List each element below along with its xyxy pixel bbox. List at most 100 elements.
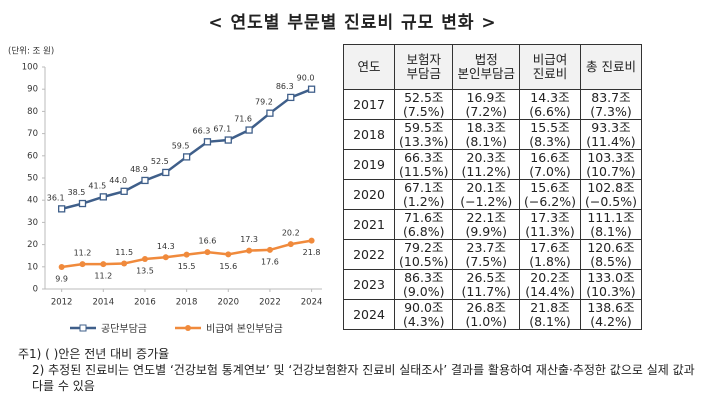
cell-text: (−0.5%) — [584, 193, 637, 209]
data-label: 36.1 — [47, 193, 65, 202]
year-cell: 2020 — [343, 179, 395, 210]
marker — [183, 251, 190, 258]
value-cell: 14.3조 (6.6%) — [518, 89, 581, 120]
cell-text: (−1.2%) — [460, 193, 513, 209]
cell-text: (11.3%) — [525, 223, 575, 239]
data-label: 11.2 — [94, 272, 112, 281]
cell-text: (1.0%) — [465, 313, 507, 329]
data-label: 38.5 — [68, 188, 86, 197]
legend-marker — [185, 325, 191, 331]
table-row: 2021 71.6조 (6.8%) 22.1조 (9.9%) 17.3조 (11.3%) 11… — [343, 209, 642, 240]
header-text: 본인부담금 — [457, 66, 515, 81]
x-tick-label: 2012 — [51, 298, 73, 308]
value-cell: 59.5조 (13.3%) — [393, 119, 454, 150]
y-tick-label: 50 — [27, 174, 38, 184]
value-cell: 133.0조 (10.3%) — [579, 269, 642, 300]
table-row: 2020 67.1조 (1.2%) 20.1조 (−1.2%) 15.6조 (−6.2%) 1… — [343, 179, 642, 210]
y-axis-title: (단위: 조 원) — [8, 46, 54, 57]
marker — [308, 237, 315, 244]
value-cell: 16.6조 (7.0%) — [518, 149, 581, 180]
cell-text: 26.8조 — [466, 299, 506, 315]
note: 2) 추정된 진료비는 연도별 ‘건강보험 통계연보’ 및 ‘건강보험환자 진료… — [32, 363, 695, 393]
value-cell: 120.6조 (8.5%) — [579, 239, 642, 270]
marker — [246, 247, 253, 254]
cell-text: 103.3조 — [587, 149, 635, 165]
marker — [287, 241, 294, 248]
y-tick-label: 70 — [27, 129, 38, 139]
y-tick-label: 40 — [27, 196, 38, 206]
cell-text: (8.1%) — [590, 223, 632, 239]
cell-text: 71.6조 — [404, 209, 444, 225]
data-label: 15.6 — [219, 262, 237, 271]
marker — [162, 168, 170, 177]
marker — [307, 85, 316, 93]
table-row: 2018 59.5조 (13.3%) 18.3조 (8.1%) 15.5조 (8.3%) 93… — [343, 119, 642, 150]
data-label: 11.2 — [74, 249, 92, 258]
header-row: 연도 보험자 부담금 법정 본인부담금 비급여 진료비 총 진료비 — [343, 44, 642, 90]
cell-text: (13.3%) — [399, 133, 449, 149]
x-tick-label: 2016 — [134, 298, 156, 308]
y-tick-label: 30 — [27, 218, 38, 228]
title: < 연도별 부문별 진료비 규모 변화 > — [208, 13, 497, 33]
marker — [225, 251, 232, 258]
header-cell: 연도 — [343, 44, 395, 90]
x-tick-label: 2022 — [259, 298, 281, 308]
data-label: 16.6 — [199, 237, 217, 246]
data-label: 17.3 — [240, 235, 258, 244]
year-cell: 2018 — [343, 119, 395, 150]
cell-text: 18.3조 — [466, 119, 506, 135]
value-cell: 20.1조 (−1.2%) — [452, 179, 520, 210]
cell-text: 17.6조 — [530, 239, 570, 255]
marker — [58, 264, 65, 271]
cell-text: 66.3조 — [404, 149, 444, 165]
header-cell: 보험자 부담금 — [393, 44, 454, 90]
header-text: 연도 — [357, 59, 381, 74]
y-tick-label: 0 — [33, 285, 38, 295]
table-row: 2024 90.0조 (4.3%) 26.8조 (1.0%) 21.8조 (8.1%) 138… — [343, 299, 642, 330]
value-cell: 15.5조 (8.3%) — [518, 119, 581, 150]
legend-label: 공단부담금 — [101, 323, 147, 335]
marker — [266, 109, 274, 117]
data-label: 11.5 — [115, 248, 133, 257]
value-cell: 15.6조 (−6.2%) — [518, 179, 581, 210]
cell-text: (6.6%) — [529, 103, 571, 119]
data-label: 52.5 — [151, 157, 169, 166]
value-cell: 111.1조 (8.1%) — [579, 209, 642, 240]
cell-text: (11.2%) — [461, 163, 511, 179]
cell-text: 20.2조 — [530, 269, 570, 285]
marker — [120, 187, 128, 195]
data-label: 66.3 — [193, 126, 211, 135]
cell-text: 22.1조 — [466, 209, 506, 225]
marker — [287, 93, 295, 102]
data-label: 86.3 — [276, 82, 294, 91]
value-cell: 79.2조 (10.5%) — [393, 239, 454, 270]
cell-text: (10.7%) — [586, 163, 636, 179]
value-cell: 90.0조 (4.3%) — [393, 299, 454, 330]
cell-text: 14.3조 — [530, 89, 570, 105]
header-cell: 법정 본인부담금 — [452, 44, 520, 90]
cell-text: 59.5조 — [404, 119, 444, 135]
cell-text: (4.3%) — [402, 313, 445, 329]
cell-text: 52.5조 — [404, 89, 444, 105]
y-tick-label: 60 — [27, 151, 38, 161]
marker — [162, 254, 169, 261]
cell-text: (7.5%) — [402, 103, 445, 119]
data-label: 79.2 — [255, 98, 273, 107]
cell-text: (8.1%) — [465, 133, 507, 149]
value-cell: 93.3조 (11.4%) — [579, 119, 642, 150]
cell-text: 93.3조 — [591, 119, 631, 135]
cell-text: 90.0조 — [404, 299, 444, 315]
cell-text: (9.0%) — [402, 283, 445, 299]
cell-text: (6.8%) — [402, 223, 445, 239]
marker — [58, 205, 66, 213]
header-cell: 비급여 진료비 — [518, 44, 581, 90]
marker — [99, 193, 107, 201]
data-label: 48.9 — [130, 165, 148, 174]
cell-text: 16.9조 — [466, 89, 506, 105]
y-tick-label: 10 — [27, 262, 38, 272]
marker — [203, 138, 212, 146]
table-row: 2023 86.3조 (9.0%) 26.5조 (11.7%) 20.2조 (14.4%) 1… — [343, 269, 642, 300]
cell-text: (4.2%) — [590, 313, 632, 329]
y-tick-label: 100 — [22, 63, 38, 73]
data-label: 14.3 — [157, 242, 175, 251]
